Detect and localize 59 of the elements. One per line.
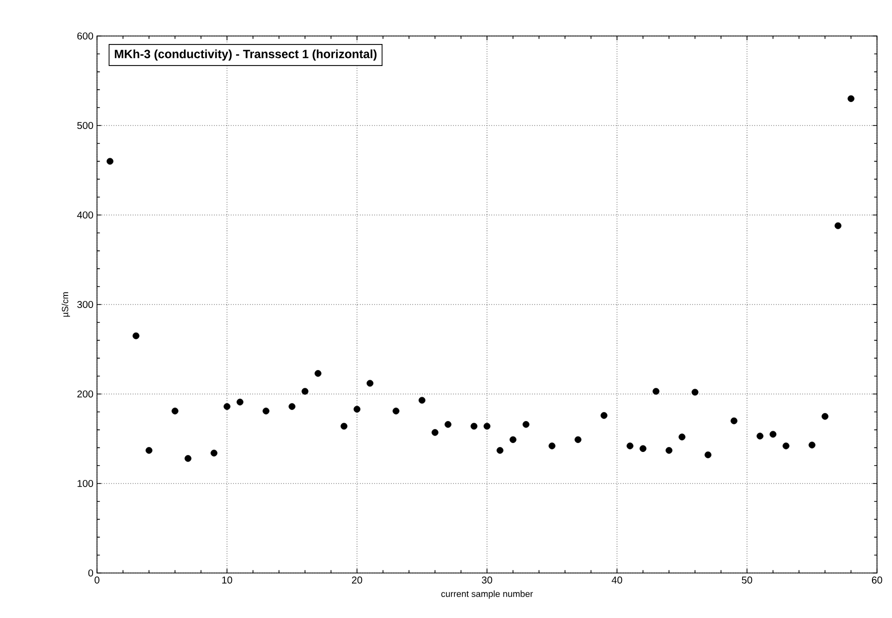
point xyxy=(626,442,634,450)
point xyxy=(510,436,516,444)
y-tick-label: 200 xyxy=(77,390,94,398)
y-tick-label: 300 xyxy=(77,300,94,308)
point xyxy=(172,408,178,414)
point xyxy=(210,450,218,456)
point xyxy=(770,430,776,438)
point xyxy=(574,436,582,444)
point xyxy=(236,398,244,406)
point xyxy=(340,422,348,430)
y-tick-label: 100 xyxy=(78,480,94,488)
point xyxy=(262,408,270,414)
point xyxy=(548,442,556,450)
point xyxy=(366,380,374,387)
point xyxy=(106,158,114,165)
point xyxy=(444,421,452,428)
text: MKh-3 (conductivity) - Transsect 1 (horizontal) xyxy=(114,49,377,61)
y-tick-label: 600 xyxy=(77,32,94,40)
point xyxy=(522,421,530,428)
point xyxy=(756,432,764,440)
point xyxy=(692,388,698,396)
point xyxy=(354,406,360,413)
point xyxy=(652,388,660,395)
point xyxy=(834,222,842,230)
point xyxy=(432,429,438,436)
point xyxy=(132,332,140,340)
point xyxy=(302,388,308,395)
point xyxy=(782,442,790,450)
point xyxy=(470,422,478,430)
point xyxy=(184,455,192,462)
point xyxy=(678,434,686,440)
point xyxy=(146,446,152,454)
x-tick-label: 50 xyxy=(742,576,752,584)
x-tick-label: 60 xyxy=(872,576,882,584)
point xyxy=(288,403,296,410)
point xyxy=(484,422,490,430)
point xyxy=(496,446,504,454)
x-tick-label: 0 xyxy=(94,576,100,584)
x-tick-label: 40 xyxy=(612,576,622,584)
y-tick-label: 0 xyxy=(88,569,94,577)
point xyxy=(600,412,608,419)
point xyxy=(808,442,816,448)
y-tick-label: 500 xyxy=(77,122,94,130)
x-tick-label: 20 xyxy=(352,576,362,584)
point xyxy=(224,403,230,410)
point xyxy=(666,446,672,454)
x-tick-label: 30 xyxy=(482,576,492,584)
x-tick-label: 10 xyxy=(222,576,232,584)
point xyxy=(822,412,828,420)
point xyxy=(418,396,426,404)
point xyxy=(392,408,400,414)
y-axis-title: µS/cm xyxy=(62,292,70,317)
point xyxy=(730,417,738,424)
y-tick-label: 400 xyxy=(77,211,94,219)
point xyxy=(704,451,712,458)
point xyxy=(640,445,646,452)
point xyxy=(314,370,322,377)
x-axis-title: current sample number xyxy=(441,590,533,599)
point xyxy=(848,95,854,102)
